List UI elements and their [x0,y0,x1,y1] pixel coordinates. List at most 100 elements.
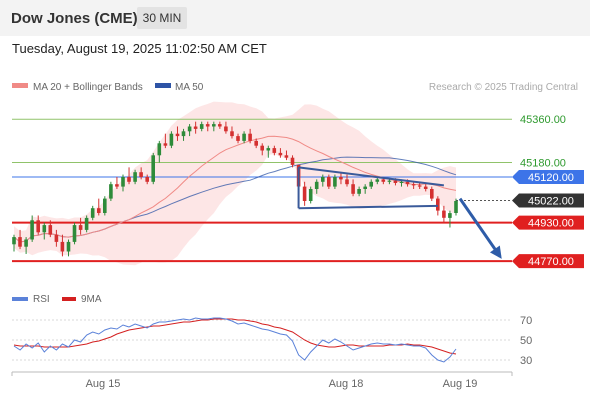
candle-body-25 [163,143,168,146]
candle-body-34 [218,124,222,127]
upper-trendline [298,166,445,187]
candle-body-3 [30,220,34,240]
candle-body-44 [278,152,283,156]
candle-body-24 [157,143,162,156]
candle-body-8 [60,241,65,252]
candle-body-10 [72,225,77,242]
candle-body-60 [375,179,380,182]
research-credit: Research © 2025 Trading Central [429,82,578,93]
candle-body-68 [423,186,428,189]
x-tick-label-0: Aug 15 [86,378,121,390]
level-tag-3 [512,193,584,208]
candle-body-35 [224,126,228,132]
candle-body-23 [151,155,155,182]
candle-body-0 [12,237,16,245]
ma50-legend-swatch [155,83,171,88]
candle-body-73 [454,201,458,213]
instrument-title: Dow Jones (CME) [11,10,138,27]
x-tick-label-2: Aug 19 [443,378,478,390]
level-label-3: 45022.00 [528,196,574,208]
candle-body-21 [139,172,143,177]
candle-body-1 [18,237,22,247]
candle-body-49 [308,189,313,201]
candle-body-36 [230,131,234,137]
candle-body-19 [127,177,131,182]
candle-body-61 [381,179,386,182]
candle-body-30 [193,126,198,129]
rsi-legend-label: RSI [33,294,50,305]
rsi-panel: 70 50 30 [12,315,532,367]
level-label-1: 45180.00 [520,158,566,170]
candle-body-43 [272,148,277,153]
candle-body-27 [175,133,180,137]
candle-body-5 [42,225,47,233]
candle-body-39 [248,133,252,141]
ma20-legend-swatch [12,83,28,88]
candle-body-29 [187,126,192,132]
candle-body-63 [393,180,398,183]
candle-body-64 [399,181,404,183]
candle-body-69 [430,189,434,199]
candle-body-9 [66,241,71,252]
candle-body-48 [302,186,307,201]
ma50-legend-label: MA 50 [175,82,204,93]
timeframe-button[interactable]: 30 MIN [137,7,187,29]
forecast-arrow-head [489,245,502,259]
candle-body-26 [169,133,174,146]
candle-body-33 [212,124,216,127]
candle-body-42 [266,148,271,151]
lower-trendline [298,204,438,210]
candle-body-70 [436,198,440,211]
candle-body-67 [417,185,422,187]
level-tag-2 [512,169,584,184]
candle-body-7 [54,234,59,242]
candle-body-17 [115,184,119,187]
candle-body-71 [442,210,446,218]
candle-body-51 [321,177,325,182]
level-label-0: 45360.00 [520,114,566,126]
candle-body-18 [121,177,125,187]
candle-body-12 [84,217,89,230]
candle-body-54 [339,177,343,180]
level-tag-4 [512,215,584,230]
rsi-line [13,317,457,363]
candle-body-32 [205,124,210,127]
candle-body-11 [78,225,83,230]
candle-body-45 [284,155,289,158]
candle-body-14 [97,208,101,213]
timestamp: Tuesday, August 19, 2025 11:02:50 AM CET [12,41,267,56]
candle-body-38 [242,133,246,141]
candle-body-57 [357,189,361,194]
candle-body-4 [36,220,40,233]
candle-body-37 [236,136,240,141]
candle-body-2 [24,239,28,247]
candle-body-52 [327,177,331,187]
candle-body-53 [333,177,337,187]
candle-body-50 [314,181,319,189]
candle-body-6 [48,225,53,235]
candle-body-16 [109,184,113,199]
chart-header: Dow Jones (CME) 30 MIN [0,0,590,36]
candle-body-46 [290,157,295,165]
candle-body-20 [133,172,137,182]
level-tag-5 [512,254,584,269]
candle-body-41 [260,145,264,151]
rsi-y-tick-1: 50 [520,335,532,347]
forecast-arrow-shaft [458,197,502,258]
price-levels: 45360.00 45180.00 45120.00 45022.00 44930.00… [12,114,584,269]
rsi-ma-legend-swatch [62,297,76,301]
level-label-2: 45120.00 [528,172,574,184]
candle-body-72 [448,213,452,218]
candle-body-15 [103,198,107,213]
candle-body-66 [411,184,416,186]
rsi-y-tick-0: 70 [520,315,532,327]
candle-body-65 [405,181,410,185]
candle-body-58 [363,186,367,189]
candle-body-55 [345,179,349,185]
rsi-legend-swatch [12,297,28,301]
candle-body-28 [181,131,186,137]
rsi-ma-line [13,318,457,355]
candle-body-22 [145,177,149,182]
rsi-y-tick-2: 30 [520,355,532,367]
